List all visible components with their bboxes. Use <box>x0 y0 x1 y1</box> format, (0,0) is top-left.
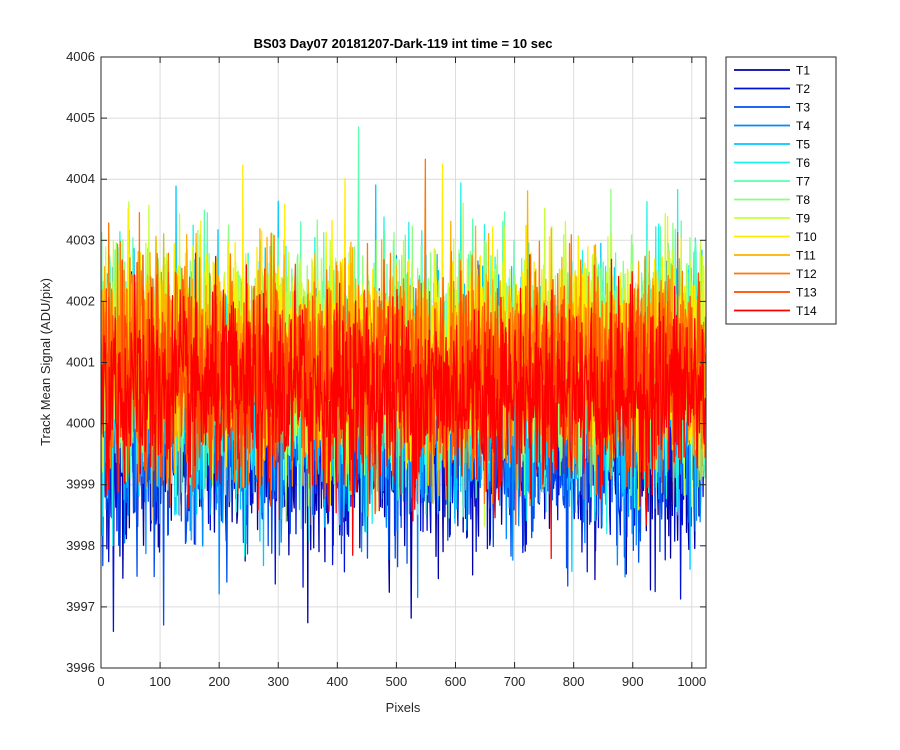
axis-ticks: 0 100 200 300 400 500 600 700 800 900 1000 3996 3997… <box>66 49 706 689</box>
legend-item: T2 <box>734 82 810 96</box>
y-tick-label: 4006 <box>66 49 95 64</box>
x-tick-label: 200 <box>208 674 230 689</box>
legend: T1 T2 T3 T4 T5 T6 T7 T8 T9 T10 T11 T12 T13 T14 <box>725 56 837 325</box>
series-lines <box>101 126 706 632</box>
legend-item: T3 <box>734 101 810 115</box>
legend-item: T11 <box>734 249 816 263</box>
x-tick-label: 0 <box>97 674 104 689</box>
y-tick-label: 4005 <box>66 110 95 125</box>
x-tick-label: 1000 <box>677 674 706 689</box>
x-tick-label: 400 <box>326 674 348 689</box>
legend-item: T14 <box>734 304 817 318</box>
x-tick-label: 300 <box>267 674 289 689</box>
y-tick-label: 3999 <box>66 477 95 492</box>
x-tick-label: 800 <box>563 674 585 689</box>
plot-area: 0 100 200 300 400 500 600 700 800 900 1000 3996 3997… <box>66 49 707 689</box>
legend-item: T4 <box>734 119 810 133</box>
x-tick-label: 900 <box>622 674 644 689</box>
chart-title: BS03 Day07 20181207-Dark-119 int time = … <box>254 36 553 51</box>
y-tick-label: 3998 <box>66 538 95 553</box>
legend-label: T10 <box>796 230 817 244</box>
legend-item: T12 <box>734 267 817 281</box>
legend-item: T6 <box>734 156 810 170</box>
y-tick-label: 4000 <box>66 416 95 431</box>
y-tick-label: 3996 <box>66 660 95 675</box>
y-tick-label: 4002 <box>66 293 95 308</box>
y-tick-label: 4003 <box>66 232 95 247</box>
legend-label: T2 <box>796 82 810 96</box>
legend-label: T14 <box>796 304 817 318</box>
legend-label: T7 <box>796 175 810 189</box>
series-line-t14 <box>101 252 706 560</box>
legend-label: T1 <box>796 64 810 78</box>
legend-item: T5 <box>734 138 810 152</box>
legend-label: T12 <box>796 267 817 281</box>
legend-label: T11 <box>796 249 816 263</box>
legend-label: T5 <box>796 138 810 152</box>
legend-label: T13 <box>796 286 817 300</box>
legend-label: T3 <box>796 101 810 115</box>
legend-item: T1 <box>734 64 810 78</box>
legend-label: T8 <box>796 193 810 207</box>
x-tick-label: 700 <box>504 674 526 689</box>
legend-box <box>725 56 837 325</box>
legend-item: T10 <box>734 230 817 244</box>
legend-label: T4 <box>796 119 810 133</box>
legend-label: T9 <box>796 212 810 226</box>
x-tick-label: 500 <box>386 674 408 689</box>
x-tick-label: 100 <box>149 674 171 689</box>
legend-item: T7 <box>734 175 810 189</box>
x-tick-label: 600 <box>445 674 467 689</box>
x-axis-label: Pixels <box>386 700 421 715</box>
legend-label: T6 <box>796 156 810 170</box>
y-axis-label: Track Mean Signal (ADU/pix) <box>38 278 53 446</box>
y-tick-label: 4004 <box>66 171 95 186</box>
legend-item: T9 <box>734 212 810 226</box>
y-tick-label: 3997 <box>66 599 95 614</box>
legend-item: T8 <box>734 193 810 207</box>
legend-item: T13 <box>734 286 817 300</box>
y-tick-label: 4001 <box>66 355 95 370</box>
